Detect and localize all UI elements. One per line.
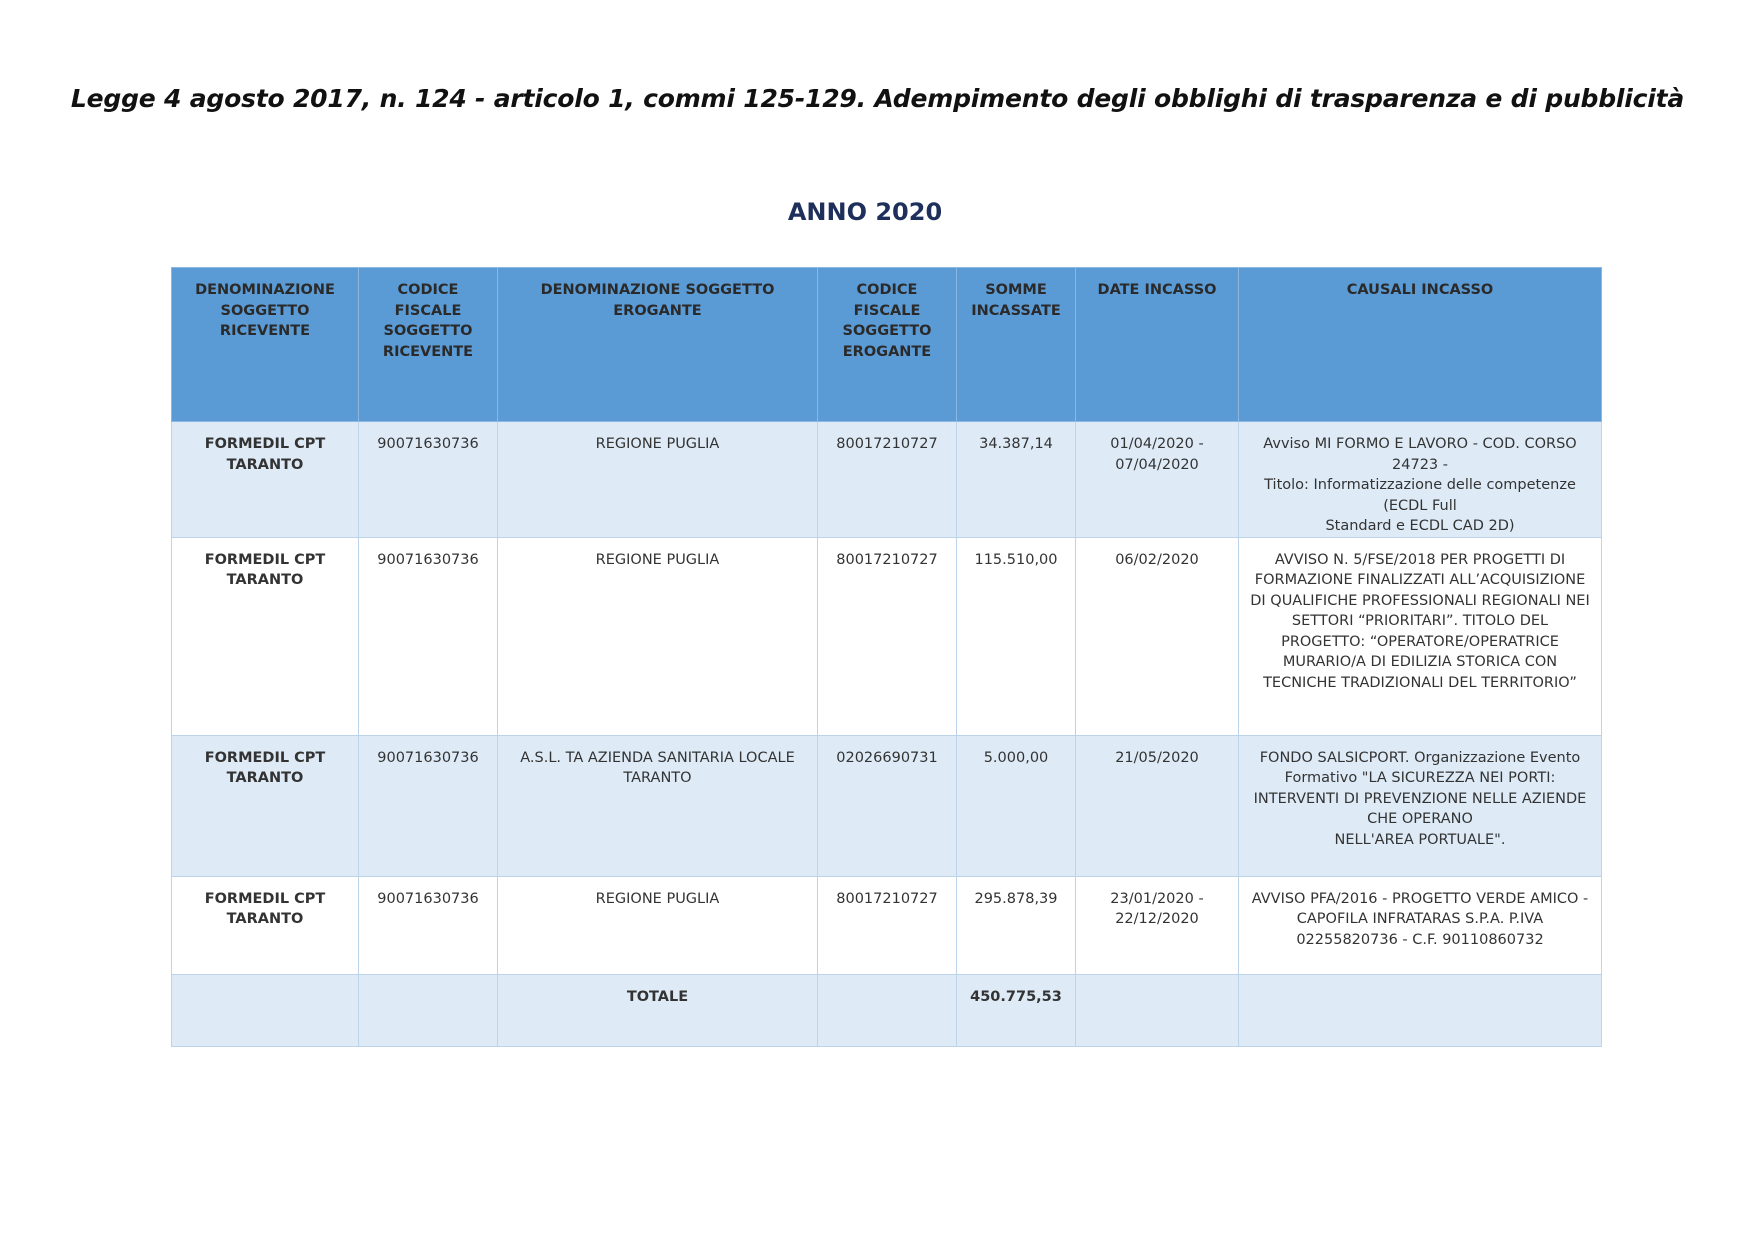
cell-ricevente: FORMEDIL CPT TARANTO xyxy=(171,536,359,736)
header-cf-erogante: CODICE FISCALE SOGGETTO EROGANTE xyxy=(817,267,957,422)
table-header-row: DENOMINAZIONE SOGGETTO RICEVENTE CODICE … xyxy=(171,267,1602,422)
table-row: FORMEDIL CPT TARANTO 90071630736 REGIONE… xyxy=(171,421,1602,538)
causale-line: NELL'AREA PORTUALE". xyxy=(1334,831,1506,848)
cell-cf-ricevente: 90071630736 xyxy=(358,421,498,538)
cell-causale: Avviso MI FORMO E LAVORO - COD. CORSO 24… xyxy=(1238,421,1602,538)
cell-date: 23/01/2020 - 22/12/2020 xyxy=(1075,875,1239,975)
cell-cf-erogante: 80017210727 xyxy=(817,536,957,736)
cell-erogante: REGIONE PUGLIA xyxy=(497,875,818,975)
cell-somme: 5.000,00 xyxy=(956,734,1076,877)
causale-line: FONDO SALSICPORT. Organizzazione Evento … xyxy=(1253,749,1587,828)
table-row: FORMEDIL CPT TARANTO 90071630736 REGIONE… xyxy=(171,875,1602,975)
causale-line: AVVISO PFA/2016 - PROGETTO VERDE AMICO -… xyxy=(1251,890,1589,948)
total-value: 450.775,53 xyxy=(956,973,1076,1047)
total-row: TOTALE 450.775,53 xyxy=(171,973,1602,1047)
total-label: TOTALE xyxy=(497,973,818,1047)
cell-ricevente: FORMEDIL CPT TARANTO xyxy=(171,734,359,877)
cell-cf-erogante: 80017210727 xyxy=(817,421,957,538)
header-date: DATE INCASSO xyxy=(1075,267,1239,422)
cell-cf-ricevente: 90071630736 xyxy=(358,734,498,877)
cell-erogante: REGIONE PUGLIA xyxy=(497,536,818,736)
cell-somme: 34.387,14 xyxy=(956,421,1076,538)
header-cf-ricevente: CODICE FISCALE SOGGETTO RICEVENTE xyxy=(358,267,498,422)
total-empty-cell xyxy=(1238,973,1602,1047)
total-empty-cell xyxy=(171,973,359,1047)
total-empty-cell xyxy=(358,973,498,1047)
year-title: ANNO 2020 xyxy=(787,198,943,226)
header-causali: CAUSALI INCASSO xyxy=(1238,267,1602,422)
causale-line: AVVISO N. 5/FSE/2018 PER PROGETTI DI FOR… xyxy=(1250,551,1590,691)
contributions-table: DENOMINAZIONE SOGGETTO RICEVENTE CODICE … xyxy=(171,267,1602,1047)
cell-cf-ricevente: 90071630736 xyxy=(358,875,498,975)
cell-somme: 295.878,39 xyxy=(956,875,1076,975)
cell-cf-erogante: 80017210727 xyxy=(817,875,957,975)
cell-causale: AVVISO PFA/2016 - PROGETTO VERDE AMICO -… xyxy=(1238,875,1602,975)
table-row: FORMEDIL CPT TARANTO 90071630736 REGIONE… xyxy=(171,536,1602,736)
causale-line: Titolo: Informatizzazione delle competen… xyxy=(1264,477,1576,514)
cell-causale: FONDO SALSICPORT. Organizzazione Evento … xyxy=(1238,734,1602,877)
header-somme: SOMME INCASSATE xyxy=(956,267,1076,422)
cell-erogante: REGIONE PUGLIA xyxy=(497,421,818,538)
causale-line: Avviso MI FORMO E LAVORO - COD. CORSO 24… xyxy=(1263,436,1577,473)
document-title: Legge 4 agosto 2017, n. 124 - articolo 1… xyxy=(70,84,1685,113)
total-empty-cell xyxy=(817,973,957,1047)
causale-line: Standard e ECDL CAD 2D) xyxy=(1325,518,1515,534)
cell-erogante: A.S.L. TA AZIENDA SANITARIA LOCALE TARAN… xyxy=(497,734,818,877)
cell-date: 06/02/2020 xyxy=(1075,536,1239,736)
cell-date: 01/04/2020 - 07/04/2020 xyxy=(1075,421,1239,538)
cell-cf-ricevente: 90071630736 xyxy=(358,536,498,736)
header-erogante: DENOMINAZIONE SOGGETTO EROGANTE xyxy=(497,267,818,422)
cell-ricevente: FORMEDIL CPT TARANTO xyxy=(171,875,359,975)
table-row: FORMEDIL CPT TARANTO 90071630736 A.S.L. … xyxy=(171,734,1602,877)
header-ricevente: DENOMINAZIONE SOGGETTO RICEVENTE xyxy=(171,267,359,422)
cell-causale: AVVISO N. 5/FSE/2018 PER PROGETTI DI FOR… xyxy=(1238,536,1602,736)
cell-ricevente: FORMEDIL CPT TARANTO xyxy=(171,421,359,538)
cell-date: 21/05/2020 xyxy=(1075,734,1239,877)
cell-somme: 115.510,00 xyxy=(956,536,1076,736)
total-empty-cell xyxy=(1075,973,1239,1047)
cell-cf-erogante: 02026690731 xyxy=(817,734,957,877)
